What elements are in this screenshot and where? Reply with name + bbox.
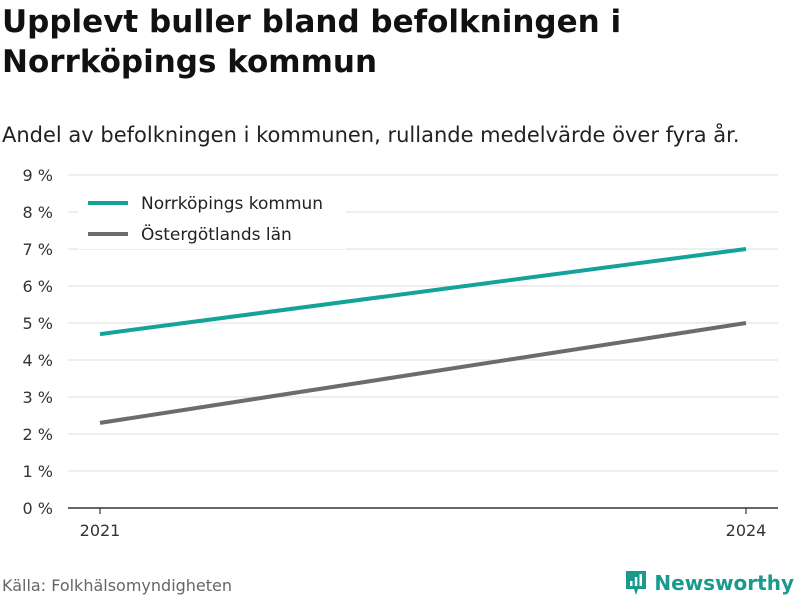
legend-label: Norrköpings kommun: [141, 194, 323, 214]
y-tick-label: 5 %: [23, 314, 53, 333]
x-tick-label: 2021: [80, 521, 121, 540]
y-tick-label: 8 %: [23, 203, 53, 222]
y-tick-label: 7 %: [23, 240, 53, 259]
newsworthy-logo-icon: [626, 571, 647, 595]
x-tick-label: 2024: [726, 521, 767, 540]
source-note: Källa: Folkhälsomyndigheten: [2, 576, 233, 595]
brand-name: Newsworthy: [654, 571, 794, 595]
y-tick-label: 2 %: [23, 425, 53, 444]
line-chart: 0 % 1 % 2 % 3 % 4 % 5 % 6 % 7 % 8 % 9 % 2021 2024 No…: [23, 166, 778, 540]
y-tick-label: 0 %: [23, 499, 53, 518]
legend-box: [78, 185, 346, 249]
y-tick-label: 1 %: [23, 462, 53, 481]
series-line: [99, 247, 747, 337]
legend-label: Östergötlands län: [141, 223, 292, 245]
chart-subtitle: Andel av befolkningen i kommunen, rullan…: [2, 123, 740, 147]
brand-logo: Newsworthy: [624, 569, 794, 597]
y-tick-label: 9 %: [23, 166, 53, 185]
y-tick-label: 3 %: [23, 388, 53, 407]
y-tick-label: 6 %: [23, 277, 53, 296]
chart-title: Upplevt buller bland befolkningen i Norr…: [2, 4, 622, 80]
series-line: [99, 321, 747, 425]
y-tick-label: 4 %: [23, 351, 53, 370]
